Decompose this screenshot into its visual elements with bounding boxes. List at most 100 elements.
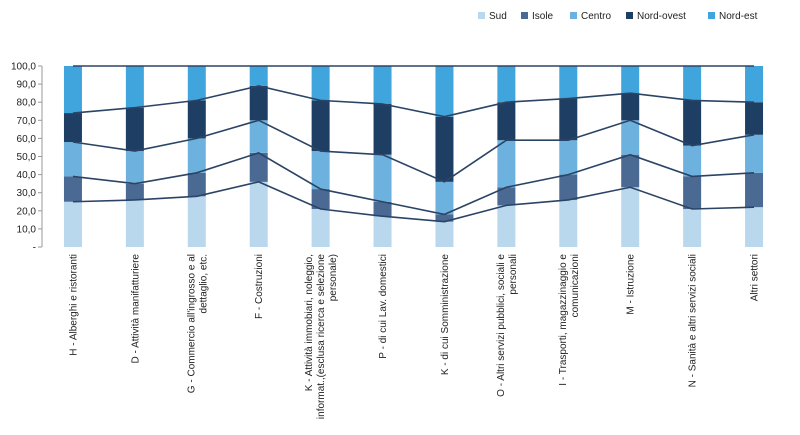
- category-label: M - Istruzione: [626, 254, 637, 315]
- category-label-line: personale): [328, 254, 339, 301]
- bar-segment-nord-ovest: [311, 100, 330, 152]
- series-lines-group: [72, 65, 755, 223]
- y-tick-label: 90,0: [17, 80, 37, 91]
- bar-segment-isole: [125, 183, 144, 200]
- bar-segment-sud: [63, 201, 82, 247]
- bar-segment-isole: [559, 174, 578, 200]
- bar-segment-sud: [373, 216, 392, 247]
- y-tick-label: 80,0: [17, 98, 37, 109]
- bar-segment-isole: [683, 176, 702, 209]
- category-label-line: O - Altri servizi pubblici, sociali e: [496, 254, 507, 397]
- category-label: F - Costruzioni: [254, 254, 265, 319]
- bar-segment-centro: [249, 120, 268, 153]
- bar-segment-centro: [187, 138, 206, 173]
- bar-segment-sud: [683, 208, 702, 247]
- y-tick-label: 10,0: [17, 224, 37, 235]
- series-line-isole: [72, 152, 755, 216]
- category-label-line: I - Trasporti, magazzinaggio e: [558, 254, 569, 386]
- legend-label: Centro: [581, 11, 611, 22]
- legend-swatch: [521, 12, 528, 19]
- category-label-line: informat.,(esclusa ricerca e selezione: [316, 254, 327, 420]
- legend-swatch: [478, 12, 485, 19]
- category-label-line: M - Istruzione: [626, 254, 637, 315]
- legend-item: Isole: [521, 11, 554, 22]
- bar-segment-nord-ovest: [249, 85, 268, 121]
- category-label: I - Trasporti, magazzinaggio e comunicazi…: [558, 254, 581, 386]
- bar-segment-nord-est: [187, 66, 206, 101]
- legend-swatch: [708, 12, 715, 19]
- bar-segment-sud: [249, 181, 268, 247]
- category-label: N - Sanità e altri servizi sociali: [688, 254, 699, 387]
- y-tick-label: 70,0: [17, 116, 37, 127]
- series-line-sud: [72, 181, 755, 223]
- category-label: D - Attività manifatturiere: [130, 254, 141, 364]
- bar-segment-sud: [497, 205, 516, 247]
- bar-segment-sud: [311, 208, 330, 247]
- bar-segment-nord-est: [745, 66, 764, 103]
- category-label-line: D - Attività manifatturiere: [130, 254, 141, 364]
- category-label-line: H - Alberghi e ristoranti: [68, 254, 79, 356]
- bar-segment-nord-est: [497, 66, 516, 103]
- bar-segment-nord-ovest: [187, 100, 206, 139]
- bar-segment-centro: [373, 154, 392, 202]
- bar-segment-nord-ovest: [559, 98, 578, 141]
- bar-segment-nord-est: [435, 66, 454, 117]
- bar-segment-nord-ovest: [621, 93, 640, 121]
- bar-segment-nord-ovest: [435, 116, 454, 182]
- bar-segment-isole: [249, 152, 268, 182]
- category-label: K - Attività immobiari, noleggio, informa…: [304, 254, 339, 420]
- category-label-line: P - di cui Lav. domestici: [378, 254, 389, 359]
- legend-swatch: [570, 12, 577, 19]
- bar-segment-centro: [63, 142, 82, 177]
- category-label-line: N - Sanità e altri servizi sociali: [688, 254, 699, 387]
- legend-label: Nord-ovest: [637, 11, 686, 22]
- bar-segment-isole: [373, 201, 392, 217]
- y-tick-label: 50,0: [17, 152, 37, 163]
- bar-segment-sud: [559, 199, 578, 247]
- category-label: G - Commercio all'ingrosso e al dettaglio…: [186, 254, 209, 393]
- y-tick-label: 30,0: [17, 188, 37, 199]
- bar-segment-nord-est: [621, 66, 640, 94]
- bar-segment-nord-est: [125, 66, 144, 108]
- legend-label: Nord-est: [719, 11, 758, 22]
- bar-segment-centro: [559, 140, 578, 175]
- bar-segment-nord-ovest: [497, 102, 516, 141]
- category-label: O - Altri servizi pubblici, sociali e per…: [496, 254, 519, 397]
- bar-segment-sud: [745, 207, 764, 247]
- category-label-line: comunicazioni: [570, 254, 581, 317]
- series-line-centro: [72, 119, 755, 183]
- bars-group: [63, 66, 764, 247]
- category-label: K - di cui Somministrazione: [440, 254, 451, 376]
- legend-item: Sud: [478, 11, 507, 22]
- bar-segment-centro: [745, 134, 764, 173]
- bar-segment-isole: [311, 189, 330, 209]
- bar-segment-isole: [187, 172, 206, 197]
- y-tick-label: 40,0: [17, 170, 37, 181]
- bar-segment-centro: [435, 181, 454, 215]
- bar-segment-nord-est: [63, 66, 82, 114]
- bar-segment-centro: [683, 145, 702, 177]
- bar-segment-nord-est: [311, 66, 330, 101]
- category-label-line: K - di cui Somministrazione: [440, 254, 451, 376]
- bar-segment-nord-ovest: [373, 104, 392, 155]
- bar-segment-centro: [497, 140, 516, 188]
- bar-segment-centro: [621, 120, 640, 155]
- bar-segment-isole: [621, 154, 640, 188]
- legend: Sud Isole Centro Nord-ovest Nord-est: [478, 11, 758, 22]
- category-label-line: F - Costruzioni: [254, 254, 265, 319]
- category-label-line: dettaglio, etc.: [198, 254, 209, 313]
- legend-label: Isole: [532, 11, 554, 22]
- bar-segment-nord-ovest: [745, 102, 764, 135]
- series-line-nord-ovest: [72, 85, 755, 118]
- bar-segment-isole: [745, 172, 764, 208]
- bar-segment-nord-est: [249, 66, 268, 86]
- bar-segment-nord-ovest: [63, 113, 82, 143]
- category-label-line: K - Attività immobiari, noleggio,: [304, 254, 315, 391]
- y-tick-label: 100,0: [11, 62, 36, 73]
- bar-segment-nord-est: [373, 66, 392, 105]
- category-label: H - Alberghi e ristoranti: [68, 254, 79, 356]
- bar-segment-sud: [125, 199, 144, 247]
- category-label: Altri settori: [750, 254, 761, 301]
- bar-segment-isole: [435, 214, 454, 222]
